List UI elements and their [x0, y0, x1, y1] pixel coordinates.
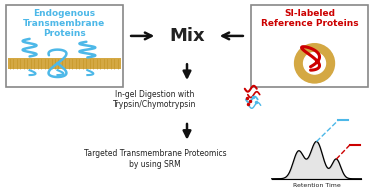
- Text: Retention Time: Retention Time: [292, 183, 340, 188]
- FancyBboxPatch shape: [6, 5, 123, 87]
- Text: Endogenous
Transmembrane
Proteins: Endogenous Transmembrane Proteins: [23, 9, 105, 38]
- Bar: [8, 58, 121, 69]
- Text: Mix: Mix: [169, 27, 205, 45]
- FancyBboxPatch shape: [251, 5, 368, 87]
- Circle shape: [304, 53, 325, 74]
- Text: In-gel Digestion with
Trypsin/Chymotrypsin: In-gel Digestion with Trypsin/Chymotryps…: [113, 90, 197, 109]
- Text: Targeted Transmembrane Proteomics
by using SRM: Targeted Transmembrane Proteomics by usi…: [84, 149, 226, 169]
- Circle shape: [295, 44, 334, 83]
- Text: SI-labeled
Reference Proteins: SI-labeled Reference Proteins: [261, 9, 358, 28]
